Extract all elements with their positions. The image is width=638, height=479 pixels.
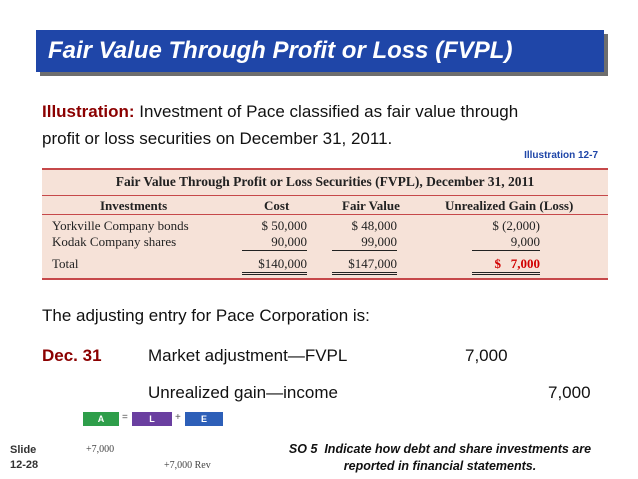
col-header-fair-value: Fair Value: [342, 198, 400, 213]
row1-fair-value: $ 48,000: [351, 218, 398, 233]
so-line2: reported in financial statements.: [343, 459, 537, 473]
adjusting-intro: The adjusting entry for Pace Corporation…: [42, 306, 370, 325]
row1-investment: Yorkville Company bonds: [52, 218, 189, 233]
slide-title: Fair Value Through Profit or Loss (FVPL): [48, 37, 513, 64]
col-header-unrealized: Unrealized Gain (Loss): [445, 198, 574, 213]
row2-unrealized: 9,000: [472, 234, 540, 251]
total-label: Total: [52, 256, 79, 271]
equation-e-value: +7,000 Rev: [164, 460, 211, 471]
equation-plus: +: [175, 412, 181, 423]
equation-a-box: A: [83, 412, 119, 426]
so-line1: SO 5 Indicate how debt and share investm…: [288, 442, 592, 456]
col-header-cost: Cost: [264, 198, 290, 213]
credit-account: Unrealized gain—income: [148, 383, 338, 402]
illustration-text: Illustration: Investment of Pace classif…: [42, 98, 607, 152]
debit-account: Market adjustment—FVPL: [148, 346, 348, 365]
equation-a-value: +7,000: [86, 444, 115, 455]
row2-fair-value: 99,000: [332, 234, 397, 251]
row2-cost: 90,000: [242, 234, 307, 251]
table-top-rule: [42, 168, 608, 170]
illustration-label: Illustration:: [42, 102, 135, 121]
table-title: Fair Value Through Profit or Loss Securi…: [115, 174, 535, 189]
table-subheader-rule: [42, 214, 608, 215]
study-objective: SO 5 Indicate how debt and share investm…: [250, 441, 630, 475]
illustration-line2: profit or loss securities on December 31…: [42, 129, 393, 148]
credit-amount: 7,000: [548, 383, 591, 402]
total-cost: $140,000: [242, 256, 307, 275]
col-header-investments: Investments: [100, 198, 168, 213]
slide-page: 12-28: [10, 459, 39, 471]
row1-unrealized: $ (2,000): [492, 218, 540, 233]
title-banner: Fair Value Through Profit or Loss (FVPL): [36, 30, 604, 72]
table-header-rule: [42, 195, 608, 196]
fvpl-table: Fair Value Through Profit or Loss Securi…: [42, 168, 608, 280]
equation-e-box: E: [185, 412, 223, 426]
illustration-line1: Investment of Pace classified as fair va…: [139, 102, 519, 121]
entry-date: Dec. 31: [42, 346, 102, 365]
equation-l-box: L: [132, 412, 172, 426]
slide-number: Slide 12-28: [10, 443, 38, 473]
row2-investment: Kodak Company shares: [52, 234, 177, 249]
equation-equals: =: [122, 412, 128, 423]
debit-amount: 7,000: [465, 346, 508, 365]
total-fair-value: $147,000: [332, 256, 397, 275]
total-unrealized: $ 7,000: [472, 256, 540, 275]
illustration-ref: Illustration 12-7: [524, 150, 598, 161]
row1-cost: $ 50,000: [261, 218, 308, 233]
slide-label: Slide: [10, 444, 37, 456]
table-bottom-rule: [42, 278, 608, 280]
